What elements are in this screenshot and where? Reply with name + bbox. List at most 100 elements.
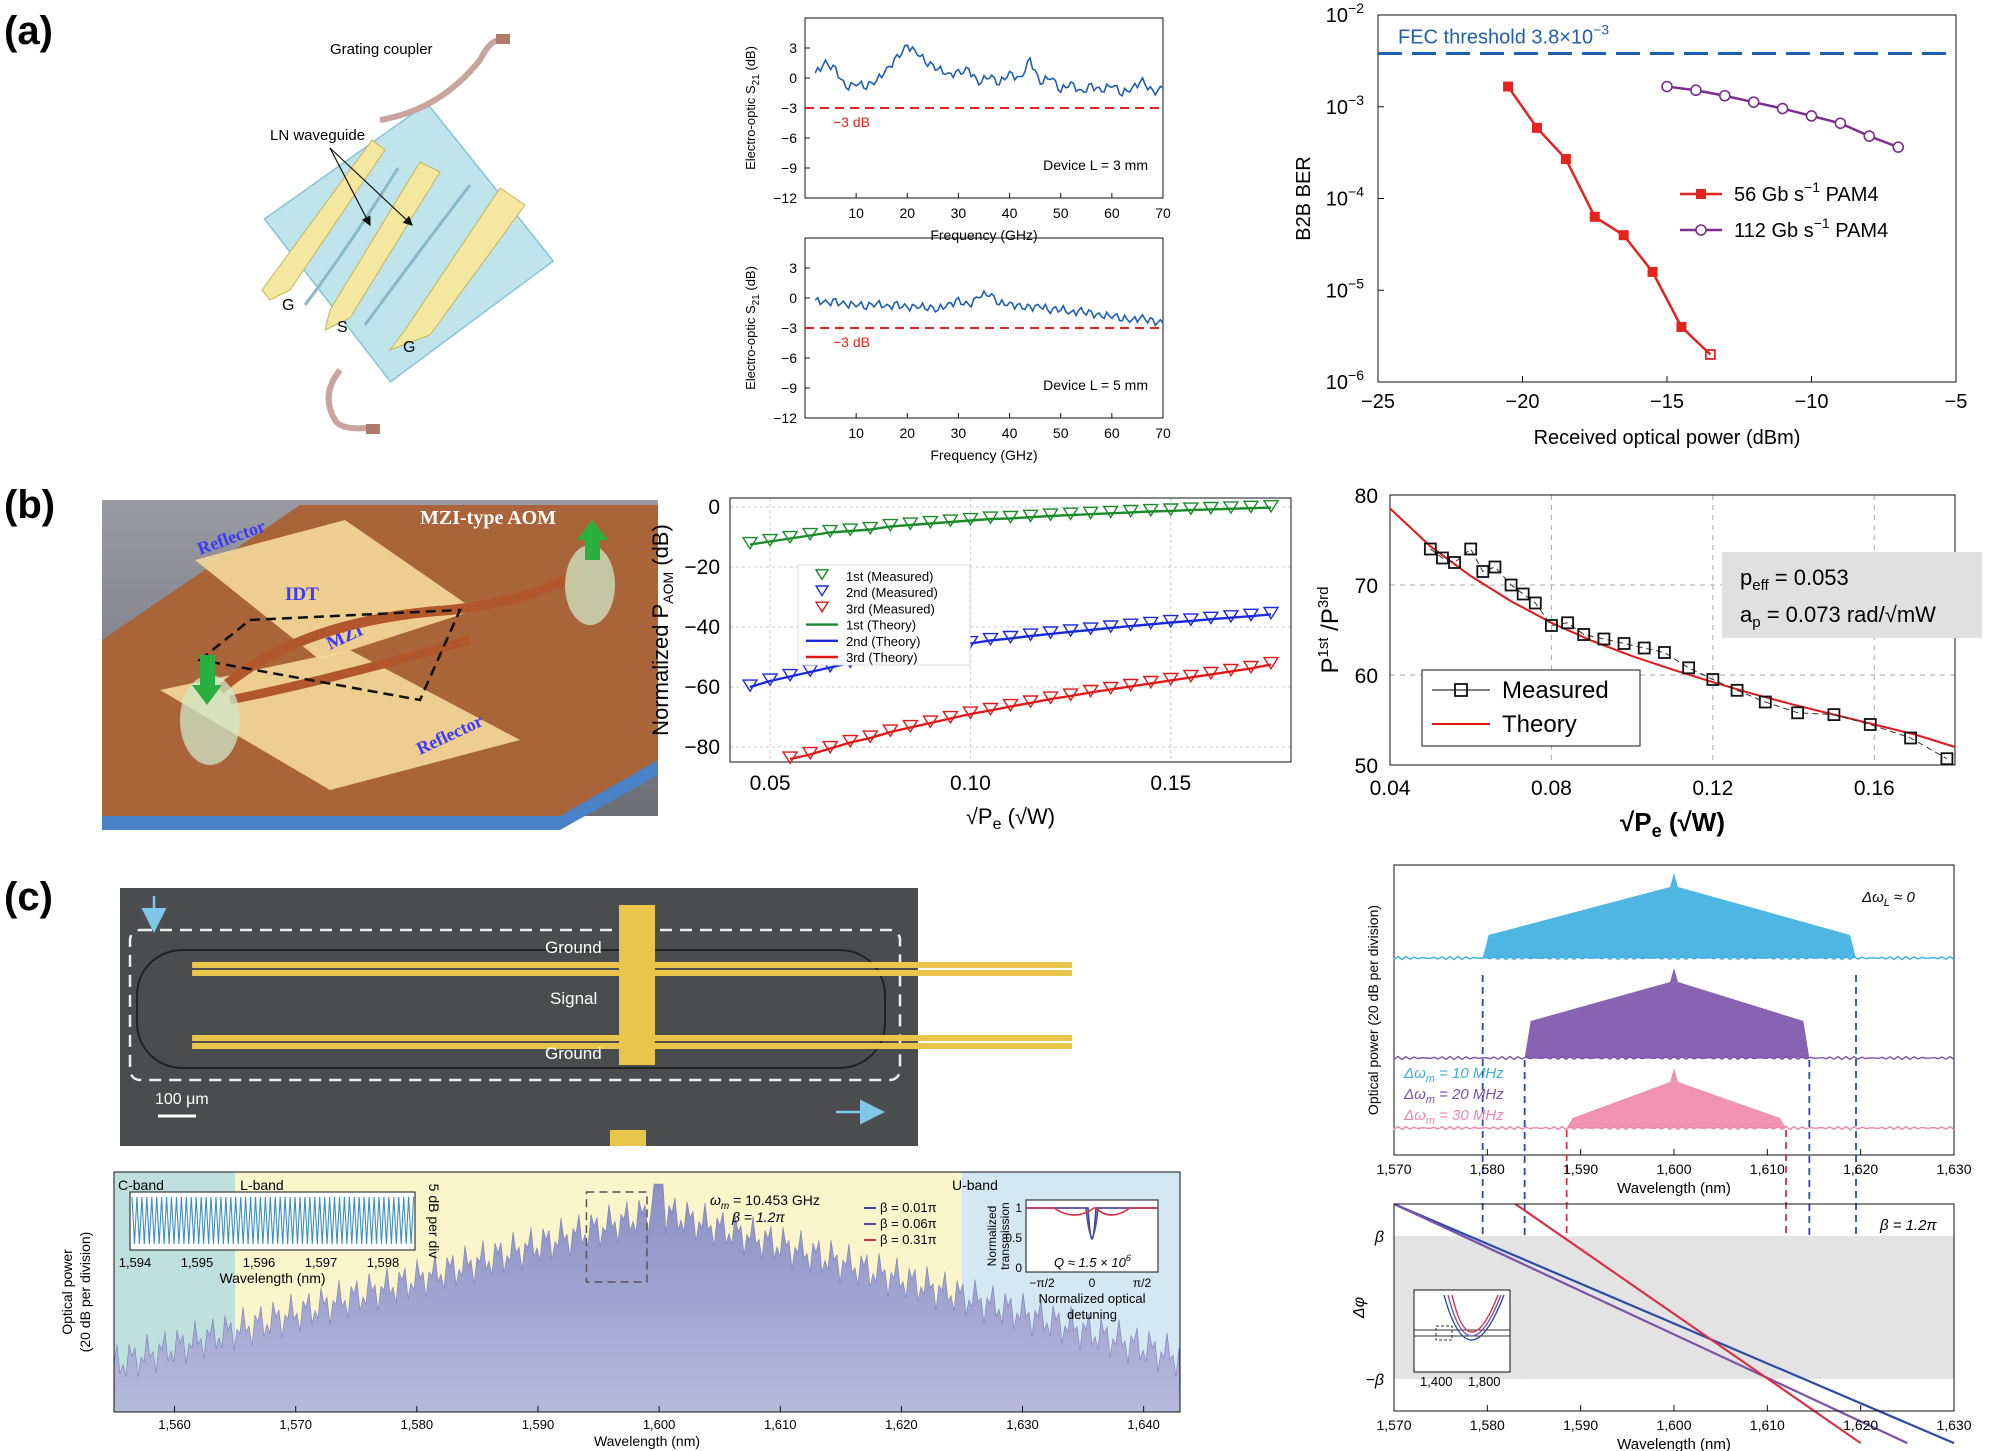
green-arrow-out <box>577 520 608 560</box>
measured-marker <box>922 715 939 729</box>
x-axis-label: Frequency (GHz) <box>930 447 1037 463</box>
x-tick-label: 30 <box>951 205 967 221</box>
measured-marker <box>902 719 919 734</box>
label-idt: IDT <box>285 584 319 605</box>
measured-marker <box>982 702 999 717</box>
y-tick-label: β <box>1374 1229 1384 1246</box>
y-tick-label: 10−6 <box>1326 367 1364 394</box>
green-arrow-in <box>192 655 222 705</box>
measured-marker <box>1488 560 1502 574</box>
series-label-3: Δωm = 30 MHz <box>1403 1107 1504 1127</box>
y-tick-label: 0 <box>789 290 797 306</box>
phase-inset-curve <box>1443 1294 1505 1341</box>
measured-marker <box>1791 706 1805 720</box>
legend-label: 2nd (Measured) <box>846 585 938 600</box>
measured-marker <box>1082 622 1099 636</box>
measured-marker <box>1827 708 1841 721</box>
y-tick-label: 10−5 <box>1326 275 1364 302</box>
electrode-g-right <box>388 187 526 352</box>
chart-c-phase: 1,570 1,580 1,590 1,600 1,610 1,620 1,630 Wavel… <box>1351 1202 1972 1451</box>
measured-marker <box>922 515 939 530</box>
y-tick-label: −6 <box>781 130 797 146</box>
theory-curve <box>749 506 1272 546</box>
measured-marker <box>962 512 979 527</box>
measured-marker <box>1162 614 1180 629</box>
y-tick-label: −20 <box>684 556 720 579</box>
y-tick-label: −6 <box>781 350 797 366</box>
x-tick-label: 0.08 <box>1531 777 1572 800</box>
x-tick-label: 20 <box>899 205 915 221</box>
y-axis-label: Optical power <box>59 1249 75 1335</box>
measured-marker <box>1142 675 1160 690</box>
y-tick-label: −9 <box>781 160 797 176</box>
legend-marker <box>814 585 830 597</box>
measured-marker <box>1102 681 1119 696</box>
measured-marker <box>1122 504 1139 519</box>
measured-marker <box>821 524 839 539</box>
ber-marker <box>1531 122 1542 133</box>
ber-series-line <box>1507 85 1712 356</box>
inset2-x-axis-label: Normalized optical <box>1039 1291 1146 1306</box>
label-g-right: G <box>403 339 415 356</box>
measured-marker <box>1062 624 1079 638</box>
x-tick-label: 40 <box>1002 425 1018 441</box>
legend-marker <box>1454 683 1468 697</box>
ber-marker <box>1589 211 1600 222</box>
signal-pad <box>619 905 655 1065</box>
x-tick-label: 1,580 <box>1470 1417 1505 1433</box>
x-tick-label: 40 <box>1002 205 1018 221</box>
ber-marker <box>1863 130 1876 142</box>
grating-coupler-bottom <box>366 424 380 434</box>
phase-line-2 <box>1393 1203 1908 1445</box>
x-tick-label: 1,570 <box>279 1417 312 1432</box>
measured-marker <box>1758 695 1772 709</box>
x-tick-label: 1,570 <box>1376 1417 1411 1433</box>
y-tick-label: −12 <box>773 190 797 206</box>
measured-marker <box>1182 502 1200 516</box>
measured-marker <box>1122 678 1139 693</box>
fec-threshold-label: FEC threshold 3.8×10−3 <box>1398 22 1609 49</box>
theory-curve <box>789 663 1272 761</box>
measured-marker <box>962 706 979 720</box>
x-tick-label: 60 <box>1104 205 1120 221</box>
y-tick-label: −9 <box>781 380 797 396</box>
x-tick-label: 0.05 <box>750 772 791 795</box>
x-tick-label: 60 <box>1104 425 1120 441</box>
measured-marker <box>1062 688 1079 702</box>
y-tick-label: 80 <box>1355 485 1378 508</box>
measured-marker <box>902 517 919 531</box>
x-tick-label: 70 <box>1155 425 1171 441</box>
y-tick-label: −80 <box>684 736 720 759</box>
param-peff: peff = 0.053 <box>1740 565 1849 594</box>
legend-label: 112 Gb s−1 PAM4 <box>1734 215 1888 242</box>
measured-marker <box>1617 637 1631 650</box>
device-c-micrograph: Ground Signal Ground 100 μm <box>120 888 1073 1146</box>
measured-marker <box>1476 565 1490 578</box>
x-tick-label: 1,600 <box>1656 1161 1691 1177</box>
measured-marker <box>781 530 799 545</box>
legend-label: 2nd (Theory) <box>846 634 920 649</box>
s21-trace <box>814 289 1164 327</box>
chart-a-ber: −25 −20 −15 −10 −5 10−2 10−3 10−4 10−5 10−6 Receiv… <box>1293 0 1967 449</box>
inset2-y-tick-label: 0.5 <box>1005 1231 1022 1245</box>
measured-marker <box>942 514 959 528</box>
x-tick-label: 0.04 <box>1370 777 1411 800</box>
measured-marker <box>1082 506 1099 520</box>
arrow-waveguide-1 <box>329 147 371 227</box>
measured-marker <box>1577 628 1591 641</box>
x-tick-label: −5 <box>1945 391 1968 413</box>
x-tick-label: 50 <box>1053 425 1069 441</box>
measured-marker <box>741 536 759 551</box>
x-tick-label: 1,590 <box>1563 1161 1598 1177</box>
x-tick-label: 1,620 <box>885 1417 918 1432</box>
s21-trace <box>814 44 1164 98</box>
inset1-x-tick-label: 1,597 <box>305 1255 338 1270</box>
ber-marker <box>1805 110 1818 122</box>
measured-marker <box>1202 611 1220 625</box>
comb-spectrum <box>113 1183 1181 1413</box>
band-label-c: C-band <box>118 1177 164 1193</box>
measured-marker <box>1637 641 1651 655</box>
legend-marker <box>814 601 830 614</box>
measured-marker <box>1182 669 1200 684</box>
